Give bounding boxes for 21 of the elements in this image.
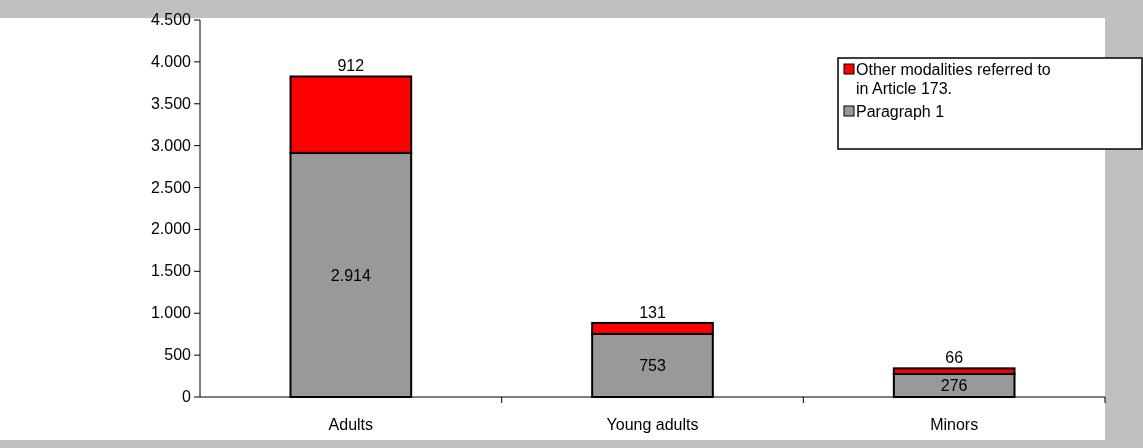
- y-tick-label: 3.000: [150, 136, 192, 154]
- data-label: 66: [945, 349, 964, 367]
- y-tick-label: 1.500: [150, 262, 192, 280]
- y-tick-label: 2.500: [150, 178, 192, 196]
- y-tick-label: 2.000: [150, 220, 192, 238]
- data-label: 131: [639, 303, 666, 321]
- y-tick-label: 0: [182, 388, 192, 405]
- data-label: 2.914: [330, 266, 371, 284]
- x-tick-label: Minors: [930, 416, 979, 433]
- y-tick-label: 500: [164, 346, 192, 364]
- data-label: 912: [337, 57, 365, 75]
- x-tick-label: Young adults: [606, 416, 699, 433]
- data-label: 753: [639, 357, 666, 375]
- legend-label: Paragraph 1: [856, 103, 945, 120]
- y-tick-label: 4.500: [150, 11, 192, 28]
- x-tick-label: Adults: [328, 416, 374, 433]
- y-tick-label: 1.000: [150, 304, 192, 322]
- data-label: 276: [940, 377, 968, 395]
- y-tick-label: 4.000: [150, 52, 192, 70]
- y-tick-label: 3.500: [150, 94, 192, 112]
- legend-label: Other modalities referred to in Article 173.: [856, 61, 1051, 97]
